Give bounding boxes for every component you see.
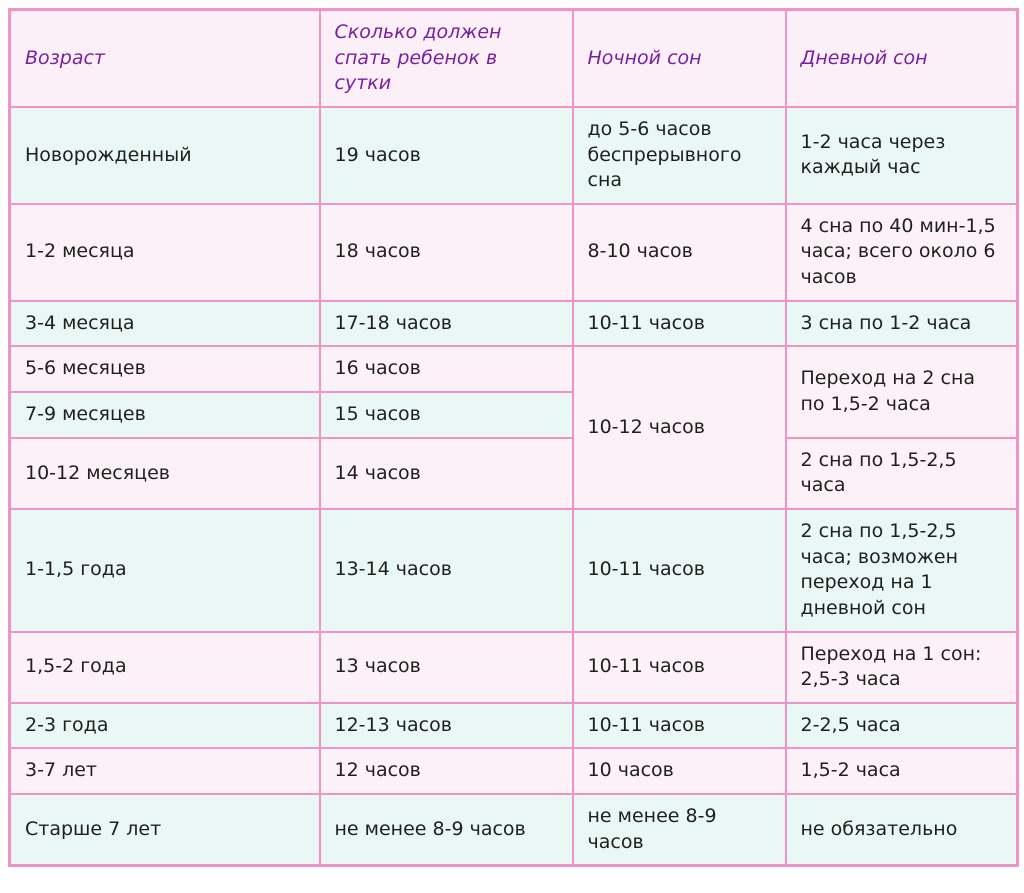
table-cell: 12-13 часов [318, 701, 574, 750]
table-cell: Переход на 2 сна по 1,5-2 часа [784, 345, 1019, 439]
table-cell: 3-7 лет [8, 747, 321, 796]
table-cell: 13 часов [318, 630, 574, 704]
table-cell: 19 часов [318, 105, 574, 205]
column-header-total-sleep: Сколько должен спать ребенок в сутки [318, 8, 574, 108]
table-cell: 7-9 месяцев [8, 391, 321, 439]
table-cell: 15 часов [318, 391, 574, 439]
table-cell: 12 часов [318, 747, 574, 796]
table-cell: 16 часов [318, 345, 574, 394]
table-cell: 10-12 месяцев [8, 436, 321, 510]
table-row: 2-3 года 12-13 часов 10-11 часов 2-2,5 часа [8, 701, 1019, 750]
table-cell: не обязательно [784, 793, 1019, 867]
table-cell: не менее 8-9 часов [571, 793, 787, 867]
table-header: Возраст Сколько должен спать ребенок в с… [8, 8, 1019, 108]
table-cell: Переход на 1 сон: 2,5-3 часа [784, 630, 1019, 704]
table-cell: 3 сна по 1-2 часа [784, 299, 1019, 348]
table-cell: 13-14 часов [318, 507, 574, 633]
table-row: 10-12 месяцев 14 часов 2 сна по 1,5-2,5 ча… [8, 436, 1019, 510]
table-cell: 10-11 часов [571, 299, 787, 348]
table-cell: Старше 7 лет [8, 793, 321, 867]
table-cell: 10 часов [571, 747, 787, 796]
table-cell: 18 часов [318, 202, 574, 302]
table-row: Новорожденный 19 часов до 5-6 часов беспре… [8, 105, 1019, 205]
table-cell: 2 сна по 1,5-2,5 часа [784, 436, 1019, 510]
table-row: 1,5-2 года 13 часов 10-11 часов Переход на … [8, 630, 1019, 704]
header-row: Возраст Сколько должен спать ребенок в с… [8, 8, 1019, 108]
table-row: 3-7 лет 12 часов 10 часов 1,5-2 часа [8, 747, 1019, 796]
table-cell: 3-4 месяца [8, 299, 321, 348]
table-cell: 10-12 часов [571, 345, 787, 510]
table-cell: 10-11 часов [571, 701, 787, 750]
table-cell: 17-18 часов [318, 299, 574, 348]
table-cell: 1-1,5 года [8, 507, 321, 633]
table-cell: 2 сна по 1,5-2,5 часа; возможен переход … [784, 507, 1019, 633]
table-cell: 4 сна по 40 мин-1,5 часа; всего около 6 … [784, 202, 1019, 302]
table-cell: 10-11 часов [571, 507, 787, 633]
table-cell: 1,5-2 часа [784, 747, 1019, 796]
table-row: 7-9 месяцев 15 часов [8, 391, 1018, 439]
table-row: 3-4 месяца 17-18 часов 10-11 часов 3 сна по… [8, 299, 1019, 348]
table-row: 5-6 месяцев 16 часов 10-12 часов Переход на… [8, 345, 1019, 510]
table-row: 1-1,5 года 13-14 часов 10-11 часов 2 сна по… [8, 507, 1019, 633]
table-cell: 14 часов [318, 436, 574, 510]
table-cell: 2-3 года [8, 701, 321, 750]
table-cell: 1-2 часа через каждый час [784, 105, 1019, 205]
table-cell: Новорожденный [8, 105, 321, 205]
table-cell: 5-6 месяцев [8, 345, 321, 394]
table-body: Новорожденный 19 часов до 5-6 часов беспре… [8, 105, 1019, 867]
table-row: 1-2 месяца 18 часов 8-10 часов 4 сна по 40 … [8, 202, 1019, 302]
table-row: Старше 7 лет не менее 8-9 часов не менее 8… [8, 793, 1019, 867]
table-cell: 10-11 часов [571, 630, 787, 704]
column-header-day-sleep: Дневной сон [784, 8, 1019, 108]
table-cell: до 5-6 часов беспрерывного сна [571, 105, 787, 205]
table-cell: 1-2 месяца [8, 202, 321, 302]
column-header-age: Возраст [8, 8, 321, 108]
column-header-night-sleep: Ночной сон [571, 8, 787, 108]
table-cell: 1,5-2 года [8, 630, 321, 704]
child-sleep-schedule-table: Возраст Сколько должен спать ребенок в с… [8, 8, 1019, 868]
table-cell: не менее 8-9 часов [318, 793, 574, 867]
table-cell: 8-10 часов [571, 202, 787, 302]
table-cell: 2-2,5 часа [784, 701, 1019, 750]
